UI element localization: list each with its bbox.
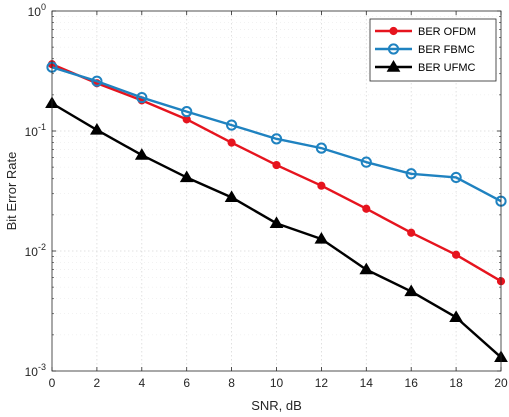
x-tick-label: 0 [49, 376, 56, 390]
data-point-ber-ufmc [314, 231, 329, 244]
x-tick-label: 12 [315, 376, 329, 390]
data-point-ber-ofdm [362, 204, 371, 213]
data-point-ber-fbmc [450, 171, 462, 184]
y-tick-label: 100 [28, 2, 46, 19]
x-tick-label: 6 [183, 376, 190, 390]
y-tick-label-exponent: 0 [41, 2, 46, 12]
y-tick-label-base: 10 [25, 365, 39, 379]
data-point-ber-fbmc [91, 75, 103, 87]
data-point-ber-ufmc [134, 148, 149, 160]
y-tick-label-exponent: -2 [38, 242, 46, 252]
x-tick-label: 4 [138, 376, 145, 390]
data-point-ber-ufmc [359, 262, 374, 275]
data-point-ber-ofdm [452, 250, 461, 259]
data-point-ber-fbmc [315, 142, 327, 154]
y-tick-label-base: 10 [28, 5, 42, 19]
y-tick-label-base: 10 [25, 245, 39, 259]
data-point-ber-ufmc [179, 170, 194, 183]
y-tick-label-exponent: -3 [38, 362, 46, 372]
data-point-ber-ofdm [407, 228, 416, 237]
y-tick-label: 10-2 [25, 242, 46, 259]
data-point-ber-ofdm [227, 138, 236, 147]
data-point-ber-ufmc [90, 122, 104, 135]
data-point-ber-ufmc [404, 284, 419, 297]
axis-ticks [51, 10, 502, 372]
y-tick-label: 10-1 [25, 122, 46, 139]
legend: BER OFDM BER FBMC BER UFMC [369, 18, 497, 82]
data-point-ber-ufmc [449, 310, 463, 323]
legend-swatch-marker [389, 26, 398, 36]
x-tick-label: 10 [270, 376, 284, 390]
data-point-ber-ufmc [269, 216, 284, 229]
y-tick-label-exponent: -1 [38, 122, 46, 132]
data-point-ber-ufmc [224, 190, 239, 203]
x-tick-label: 20 [494, 376, 508, 390]
x-tick-label: 18 [449, 376, 463, 390]
legend-label: BER UFMC [418, 62, 476, 74]
y-tick-label: 10-3 [25, 362, 46, 379]
legend-item-ber-ufmc: BER UFMC [375, 60, 476, 74]
data-point-ber-fbmc [226, 119, 238, 131]
data-point-ber-ofdm [317, 181, 326, 190]
legend-item-ber-fbmc: BER FBMC [375, 43, 475, 56]
series-ber-fbmc [46, 61, 507, 207]
data-point-ber-fbmc [181, 106, 193, 118]
x-tick-label: 2 [94, 376, 101, 390]
x-axis-label: SNR, dB [251, 398, 302, 413]
legend-label: BER FBMC [418, 44, 475, 56]
y-axis-label: Bit Error Rate [4, 152, 19, 231]
data-point-ber-fbmc [270, 133, 283, 145]
series-line-ber-fbmc [51, 66, 502, 203]
legend-label: BER OFDM [418, 26, 476, 38]
grid-lines [52, 11, 501, 371]
x-tick-label: 8 [228, 376, 235, 390]
legend-item-ber-ofdm: BER OFDM [375, 26, 476, 38]
data-point-ber-fbmc [360, 156, 372, 168]
data-point-ber-fbmc [405, 168, 417, 180]
x-tick-labels: 0 2 4 6 8 10 12 14 16 18 20 [49, 376, 508, 390]
x-tick-label: 16 [405, 376, 419, 390]
data-point-ber-ofdm [272, 160, 281, 170]
legend-swatch-marker [386, 60, 401, 72]
x-tick-label: 14 [360, 376, 374, 390]
data-point-ber-fbmc [136, 91, 148, 104]
legend-swatch-marker [387, 43, 400, 55]
y-tick-label-base: 10 [25, 125, 39, 139]
